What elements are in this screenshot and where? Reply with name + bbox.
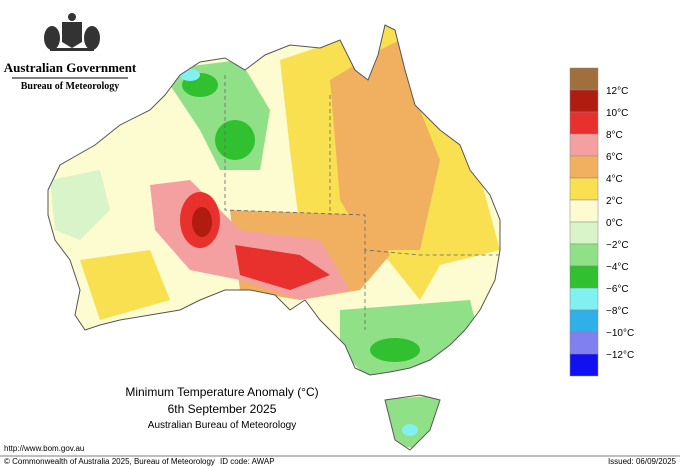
government: Australian Government [4,60,137,75]
legend-label: −10°C [606,328,634,339]
coat-of-arms [44,13,100,51]
footer-copyright: © Commonwealth of Australia 2025, Bureau… [4,457,215,466]
legend-swatch [569,243,599,267]
legend-swatch [569,265,599,289]
footer-url: http://www.bom.gov.au [4,444,84,453]
legend-label: −2°C [606,240,629,251]
legend-label: −8°C [606,306,629,317]
legend-swatch [569,221,599,245]
legend-swatch [569,177,599,201]
legend-label: −12°C [606,350,634,361]
legend-swatch [569,89,599,113]
legend-label: −4°C [606,262,629,273]
bureau: Bureau of Meteorology [21,81,120,92]
legend: 12°C 10°C 8°C 6°C 4°C 2°C 0°C −2°C −4°C −6°C −8°C −… [569,67,634,377]
legend-label: 0°C [606,218,623,229]
map-source: Australian Bureau of Meteorology [148,420,296,431]
legend-swatch [569,155,599,179]
legend-swatch [569,353,599,377]
legend-swatch [569,309,599,333]
legend-label: 2°C [606,196,623,207]
legend-label: 8°C [606,130,623,141]
legend-swatch [569,133,599,157]
legend-label: −6°C [606,284,629,295]
legend-swatch [569,67,599,91]
map-date: 6th September 2025 [168,402,277,416]
legend-swatch [569,331,599,355]
footer-id-code: ID code: AWAP [220,457,275,466]
map-title: Minimum Temperature Anomaly (°C) [125,385,318,399]
legend-swatch [569,199,599,223]
legend-label: 12°C [606,86,628,97]
legend-swatch [569,287,599,311]
legend-label: 10°C [606,108,628,119]
legend-label: 6°C [606,152,623,163]
legend-swatch [569,111,599,135]
legend-label: 4°C [606,174,623,185]
footer-issued: Issued: 06/09/2025 [608,457,677,466]
